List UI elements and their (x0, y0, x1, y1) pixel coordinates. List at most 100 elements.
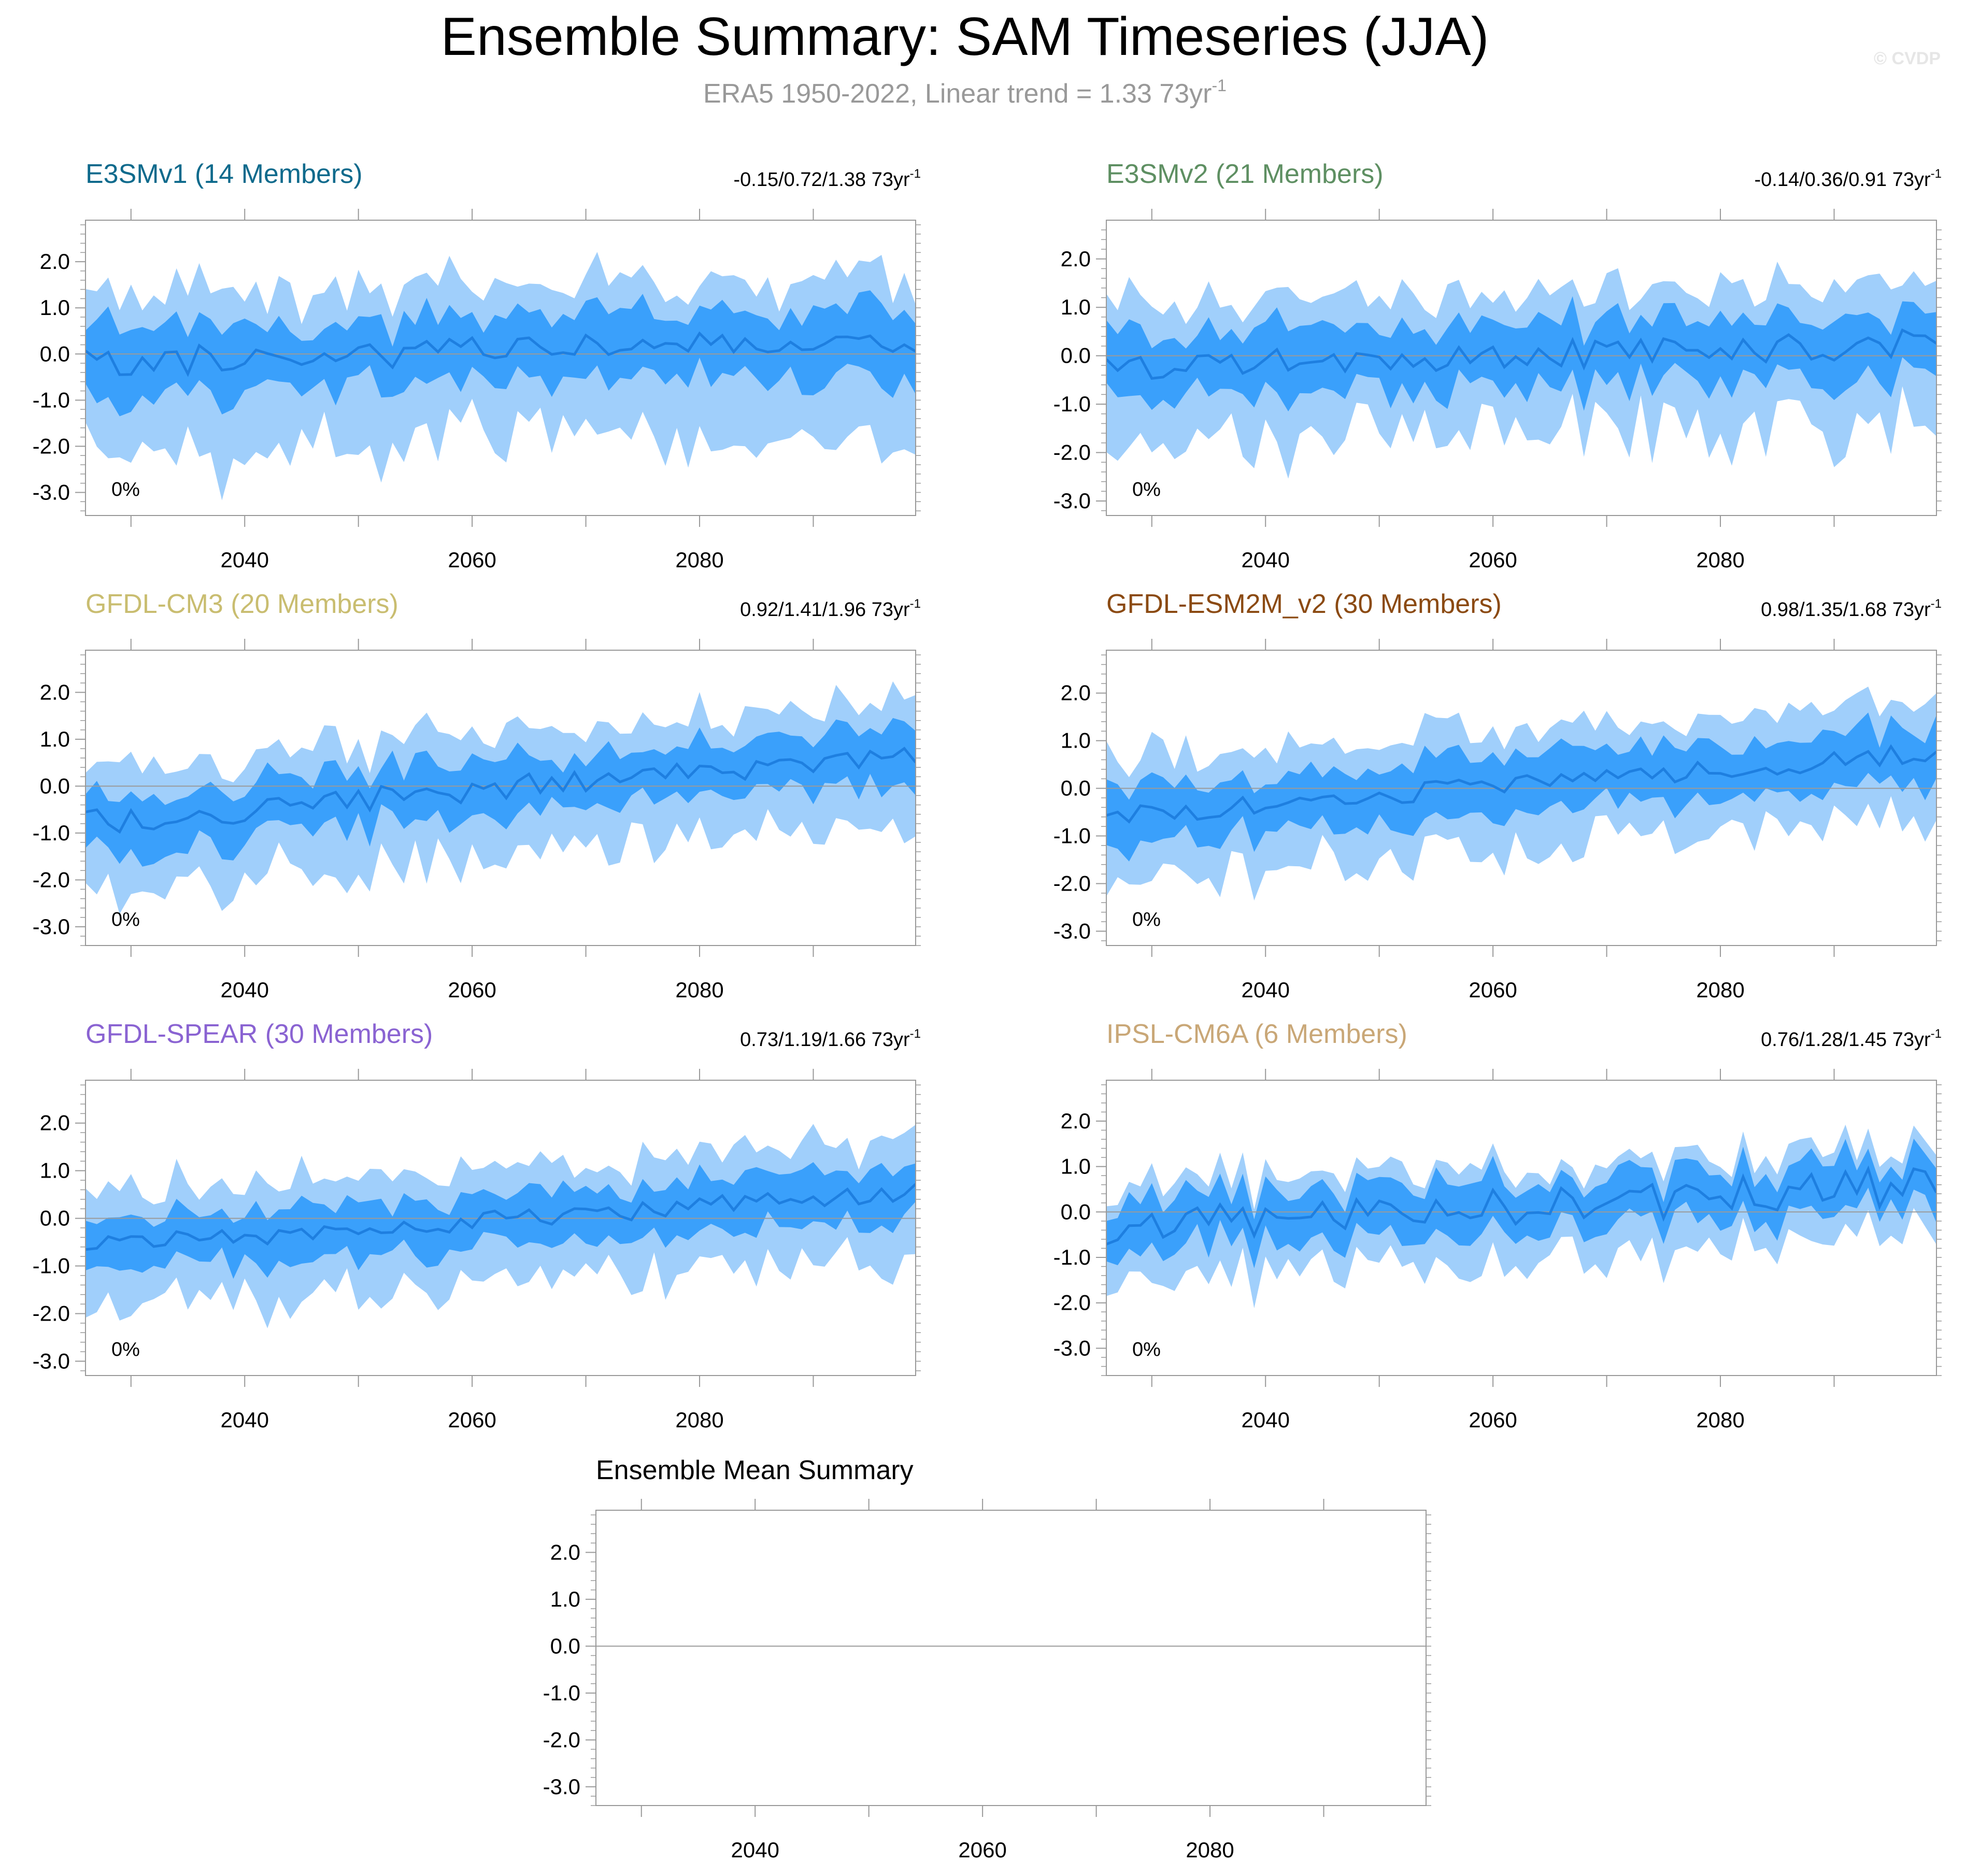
x-tick-label: 2060 (1469, 1408, 1517, 1432)
trend-sup: -1 (1931, 597, 1942, 611)
panel-trend-label: 0.92/1.41/1.96 73yr-1 (740, 597, 921, 621)
y-tick-label: -3.0 (33, 1349, 70, 1373)
y-tick-label: 2.0 (40, 249, 70, 274)
panels: E3SMv1 (14 Members) -0.15/0.72/1.38 73yr-… (33, 159, 1942, 1862)
x-tick-label: 2080 (1696, 1408, 1744, 1432)
x-tick-label: 2080 (675, 978, 723, 1002)
ensemble-mean-line (86, 331, 916, 377)
x-tick-label: 2040 (1242, 1408, 1290, 1432)
panel-gfdl-cm3: GFDL-CM3 (20 Members) 0.92/1.41/1.96 73yr… (33, 589, 921, 1002)
ensemble-mean-line (86, 747, 916, 834)
y-tick-label: -1.0 (543, 1681, 580, 1705)
panel-title: Ensemble Mean Summary (596, 1455, 914, 1485)
x-tick-label: 2080 (675, 548, 723, 572)
x-tick-label: 2060 (448, 1408, 496, 1432)
trend-text: 0.73/1.19/1.66 73yr (740, 1029, 910, 1051)
percent-label: 0% (111, 479, 140, 500)
panel-title: IPSL-CM6A (6 Members) (1106, 1019, 1407, 1049)
y-tick-label: 1.0 (40, 727, 70, 751)
y-tick-label: 0.0 (1061, 1199, 1091, 1224)
y-tick-label: 1.0 (40, 1158, 70, 1183)
ensemble-mean-line (1106, 328, 1936, 380)
plot-area (1106, 686, 1936, 901)
y-tick-label: -2.0 (33, 1301, 70, 1325)
y-tick-label: 2.0 (550, 1540, 580, 1564)
y-tick-label: -2.0 (1053, 440, 1091, 465)
trend-sup: -1 (1931, 1027, 1942, 1041)
percent-label: 0% (1132, 1339, 1161, 1361)
trend-text: 0.92/1.41/1.96 73yr (740, 599, 910, 621)
y-tick-label: -1.0 (33, 388, 70, 412)
x-tick-label: 2060 (958, 1838, 1006, 1862)
plot-area (1106, 262, 1936, 479)
y-tick-label: -3.0 (1053, 489, 1091, 513)
x-tick-label: 2040 (731, 1838, 779, 1862)
y-tick-label: 0.0 (1061, 343, 1091, 368)
y-tick-label: 0.0 (550, 1634, 580, 1658)
y-tick-label: -2.0 (1053, 1291, 1091, 1315)
y-tick-label: 0.0 (40, 1206, 70, 1230)
trend-text: -0.14/0.36/0.91 73yr (1755, 169, 1931, 191)
ensemble-mean-line (1106, 1165, 1936, 1245)
figure-subtitle: ERA5 1950-2022, Linear trend = 1.33 73yr… (703, 76, 1227, 109)
inner-spread-band (1106, 1138, 1936, 1268)
panel-trend-label: -0.14/0.36/0.91 73yr-1 (1755, 167, 1942, 191)
panel-title: E3SMv1 (14 Members) (86, 159, 363, 189)
y-tick-label: 1.0 (40, 295, 70, 320)
trend-text: 0.76/1.28/1.45 73yr (1761, 1029, 1931, 1051)
percent-label: 0% (1132, 479, 1161, 500)
plot-area (86, 252, 916, 500)
subtitle-text: ERA5 1950-2022, Linear trend = 1.33 73yr (703, 79, 1212, 109)
panel-e3smv2: E3SMv2 (21 Members) -0.14/0.36/0.91 73yr-… (1053, 159, 1942, 572)
x-tick-label: 2060 (448, 548, 496, 572)
y-tick-label: -1.0 (33, 821, 70, 845)
y-tick-label: 1.0 (1061, 295, 1091, 319)
panel-title: GFDL-CM3 (20 Members) (86, 589, 398, 619)
y-tick-label: 2.0 (40, 1111, 70, 1135)
plot-frame (595, 1510, 1427, 1806)
x-tick-label: 2040 (1242, 978, 1290, 1002)
plot-frame (85, 220, 916, 516)
y-tick-label: -1.0 (33, 1254, 70, 1278)
x-tick-label: 2080 (1696, 978, 1744, 1002)
y-tick-label: 1.0 (1061, 728, 1091, 753)
percent-label: 0% (1132, 909, 1161, 930)
panel-gfdl-spear: GFDL-SPEAR (30 Members) 0.73/1.19/1.66 73… (33, 1019, 921, 1432)
panel-gfdl-esm2m-v2: GFDL-ESM2M_v2 (30 Members) 0.98/1.35/1.68… (1053, 589, 1942, 1002)
y-tick-label: -2.0 (543, 1727, 580, 1752)
y-tick-label: -2.0 (33, 867, 70, 892)
ensemble-mean-line (86, 1183, 916, 1251)
panel-trend-label: 0.73/1.19/1.66 73yr-1 (740, 1027, 921, 1051)
figure-title: Ensemble Summary: SAM Timeseries (JJA) (441, 7, 1489, 67)
x-tick-label: 2040 (1242, 548, 1290, 572)
inner-spread-band (1106, 712, 1936, 862)
panel-title: GFDL-SPEAR (30 Members) (86, 1019, 433, 1049)
plot-frame (1106, 1080, 1937, 1376)
y-tick-label: -1.0 (1053, 1245, 1091, 1269)
subtitle-sup: -1 (1212, 76, 1227, 95)
panel-trend-label: 0.76/1.28/1.45 73yr-1 (1761, 1027, 1942, 1051)
percent-label: 0% (111, 909, 140, 930)
y-tick-label: 1.0 (550, 1587, 580, 1611)
plot-frame (1106, 220, 1937, 516)
y-tick-label: -3.0 (543, 1774, 580, 1799)
panel-title: E3SMv2 (21 Members) (1106, 159, 1384, 189)
y-tick-label: -2.0 (33, 434, 70, 458)
panel-trend-label: 0.98/1.35/1.68 73yr-1 (1761, 597, 1942, 621)
x-tick-label: 2060 (1469, 548, 1517, 572)
panel-title: GFDL-ESM2M_v2 (30 Members) (1106, 589, 1502, 619)
x-tick-label: 2080 (675, 1408, 723, 1432)
trend-sup: -1 (910, 167, 921, 181)
y-tick-label: 2.0 (1061, 1109, 1091, 1133)
plot-area (86, 1124, 916, 1328)
y-tick-label: 1.0 (1061, 1154, 1091, 1179)
plot-area (1106, 1124, 1936, 1309)
y-tick-label: 2.0 (1061, 247, 1091, 271)
y-tick-label: -1.0 (1053, 824, 1091, 848)
y-tick-label: -2.0 (1053, 871, 1091, 895)
inner-spread-band (86, 1162, 916, 1279)
y-tick-label: 2.0 (1061, 681, 1091, 705)
trend-text: -0.15/0.72/1.38 73yr (734, 169, 910, 191)
